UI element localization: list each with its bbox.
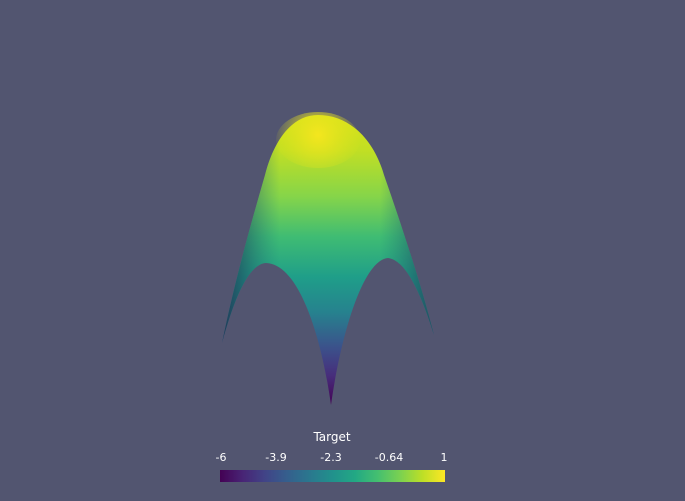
colorbar-title: Target	[313, 430, 351, 444]
surface-right-shade	[222, 115, 434, 405]
colorbar-tick-label: -6	[215, 451, 227, 464]
colorbar-tick-label: -3.9	[265, 451, 287, 464]
colorbar-tick-label: -2.3	[320, 451, 342, 464]
colorbar-tick-label: 1	[440, 451, 448, 464]
surface-peak-highlight	[276, 112, 360, 168]
colorbar-gradient	[220, 470, 445, 482]
colorbar-tick-label: -0.64	[374, 451, 404, 464]
